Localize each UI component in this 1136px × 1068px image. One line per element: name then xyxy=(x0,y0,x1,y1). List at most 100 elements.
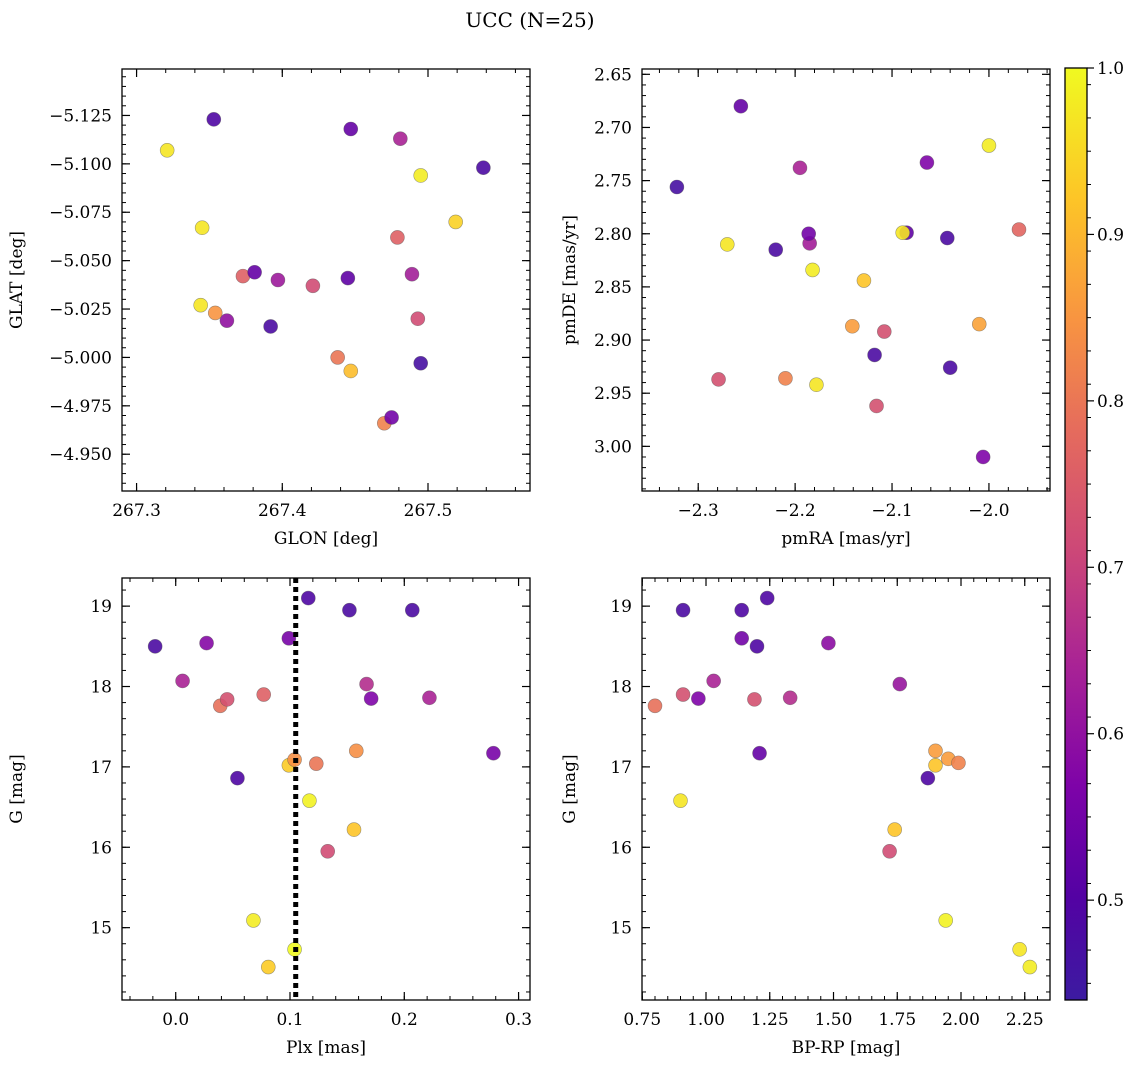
y-tick-label: 15 xyxy=(610,919,632,939)
data-point xyxy=(404,266,420,282)
axes-frame xyxy=(641,68,1051,492)
data-point xyxy=(302,793,317,808)
figure-title: UCC (N=25) xyxy=(465,8,594,32)
data-point xyxy=(919,155,935,170)
data-point xyxy=(895,225,910,240)
data-point xyxy=(390,230,405,245)
panel-sky: 267.3 267.4 267.5 −4.950 −4.975 −5.000 −5.025 −… xyxy=(7,68,531,549)
data-point xyxy=(792,160,808,176)
data-point xyxy=(348,743,364,759)
data-point xyxy=(942,360,958,375)
y-tick-label: −5.075 xyxy=(49,203,112,223)
data-point xyxy=(263,319,278,334)
data-point xyxy=(867,347,882,363)
y-tick-label: 2.80 xyxy=(594,225,632,245)
colorbar-tick-label: 1.0 xyxy=(1097,59,1124,79)
panel-cmd: 0.75 1.00 1.25 1.50 1.75 2.00 2.25 15 16 17 18 19 BP… xyxy=(560,577,1051,1058)
data-point xyxy=(340,270,356,286)
data-point xyxy=(413,355,429,371)
data-point xyxy=(193,297,208,313)
data-point xyxy=(928,743,943,759)
y-tick-label: 18 xyxy=(90,678,112,698)
data-point xyxy=(778,371,793,386)
x-tick-label: 1.50 xyxy=(815,1010,853,1030)
data-point xyxy=(207,305,223,321)
y-tick-label: 2.70 xyxy=(594,118,632,138)
data-point xyxy=(675,687,691,702)
data-point xyxy=(256,687,272,702)
data-point xyxy=(175,673,190,689)
data-point xyxy=(194,220,210,236)
data-point xyxy=(359,676,374,692)
data-point xyxy=(747,692,762,707)
data-point xyxy=(647,698,663,714)
colorbar-tick-label: 0.5 xyxy=(1097,891,1124,911)
y-tick-label: −4.950 xyxy=(49,445,112,465)
x-tick-label: 267.3 xyxy=(112,501,161,521)
y-tick-label: 19 xyxy=(90,597,112,617)
data-point xyxy=(448,214,463,230)
colorbar-tick-label: 0.7 xyxy=(1097,558,1124,578)
data-point xyxy=(928,757,943,773)
y-tick-label: 15 xyxy=(90,919,112,939)
data-point xyxy=(734,630,750,646)
x-tick-label: 2.25 xyxy=(1006,1010,1044,1030)
data-point xyxy=(343,363,359,379)
data-point xyxy=(887,822,903,837)
colorbar-tick-label: 0.6 xyxy=(1097,725,1124,745)
y-axis-label: pmDE [mas/yr] xyxy=(560,215,580,345)
x-axis-label: pmRA [mas/yr] xyxy=(781,529,910,549)
y-tick-label: 2.75 xyxy=(594,172,632,192)
data-point xyxy=(975,449,991,465)
data-point xyxy=(230,770,245,786)
y-axis-label: GLAT [deg] xyxy=(7,231,27,329)
x-tick-label: 0.0 xyxy=(162,1010,189,1030)
data-point xyxy=(706,673,721,689)
data-point xyxy=(342,602,357,618)
data-point xyxy=(809,377,824,393)
x-tick-label: 1.75 xyxy=(878,1010,916,1030)
data-point xyxy=(147,639,163,654)
y-tick-label: 17 xyxy=(90,758,112,778)
data-point xyxy=(938,913,954,928)
y-tick-label: −4.975 xyxy=(49,397,112,417)
data-point xyxy=(759,590,775,606)
data-point xyxy=(669,179,685,195)
panel-pm: −2.3 −2.2 −2.1 −2.0 2.65 2.70 2.75 2.80 2.85 2.90… xyxy=(560,65,1051,549)
points xyxy=(147,590,501,975)
data-point xyxy=(404,602,420,618)
data-point xyxy=(422,690,437,706)
points xyxy=(159,112,491,431)
data-point xyxy=(675,602,691,618)
x-tick-label: −2.0 xyxy=(968,501,1009,521)
data-point xyxy=(1022,959,1038,975)
y-tick-label: 18 xyxy=(610,678,632,698)
x-tick-label: 0.1 xyxy=(276,1010,303,1030)
data-point xyxy=(882,843,897,859)
y-axis-label: G [mag] xyxy=(7,754,27,823)
data-point xyxy=(673,793,688,808)
y-tick-label: −5.050 xyxy=(49,252,112,272)
points xyxy=(669,98,1027,465)
y-tick-label: −5.000 xyxy=(49,348,112,368)
data-point xyxy=(246,913,261,928)
data-point xyxy=(410,311,426,327)
x-axis-label: GLON [deg] xyxy=(274,529,378,549)
y-tick-label: 2.85 xyxy=(594,278,632,298)
data-point xyxy=(752,745,767,761)
colorbar-gradient xyxy=(1064,67,1088,1001)
axes-frame xyxy=(121,68,531,492)
data-point xyxy=(869,398,884,414)
y-tick-label: 16 xyxy=(90,838,112,858)
data-point xyxy=(719,237,735,252)
x-tick-label: 267.5 xyxy=(404,501,453,521)
data-point xyxy=(782,690,798,706)
data-point xyxy=(939,230,955,246)
x-tick-label: −2.2 xyxy=(774,501,815,521)
data-point xyxy=(219,692,235,707)
data-point xyxy=(805,262,820,278)
data-point xyxy=(876,324,892,339)
data-point xyxy=(270,272,286,288)
data-point xyxy=(1011,222,1027,237)
x-tick-label: 267.4 xyxy=(258,501,307,521)
